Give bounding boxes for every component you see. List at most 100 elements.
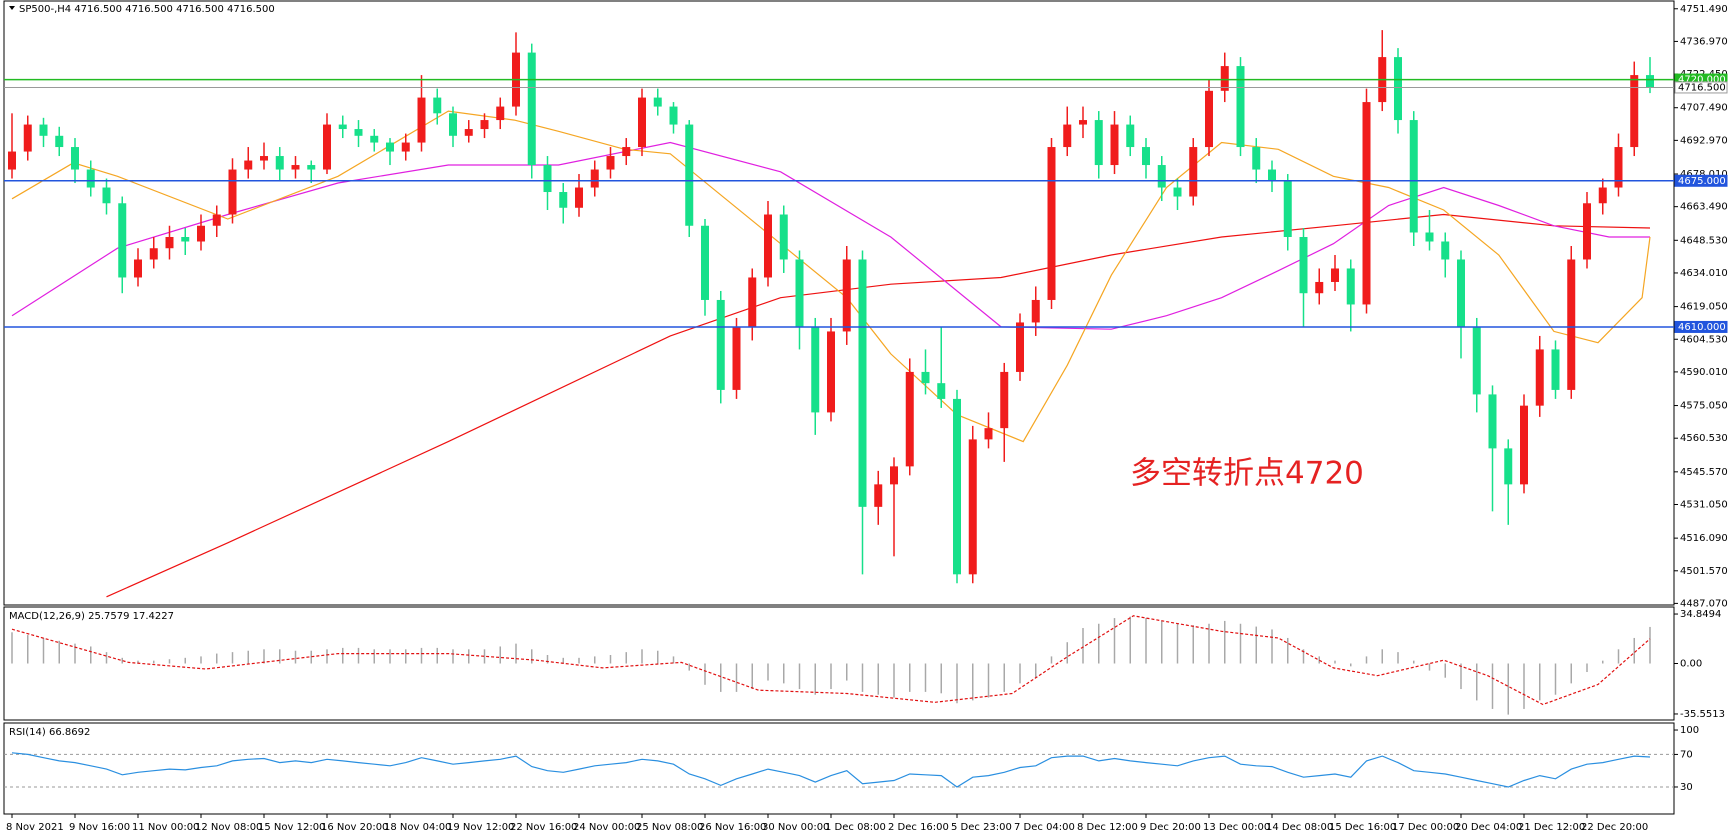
x-tick-label: 21 Dec 12:00 bbox=[1518, 822, 1585, 833]
candle-body bbox=[1205, 90, 1213, 148]
macd-title: MACD(12,26,9) 25.7579 17.4227 bbox=[9, 611, 174, 622]
y-tick-label: 34.8494 bbox=[1680, 609, 1721, 620]
candle-body bbox=[543, 165, 552, 193]
rsi-line bbox=[11, 752, 1651, 788]
candle-body bbox=[1126, 124, 1135, 148]
candle-body bbox=[890, 466, 898, 485]
x-tick-label: 9 Dec 20:00 bbox=[1140, 822, 1201, 833]
candle-body bbox=[496, 106, 505, 121]
candle-body bbox=[181, 236, 190, 242]
candle-body bbox=[1457, 259, 1465, 327]
y-tick-label: 4692.970 bbox=[1680, 135, 1728, 146]
y-tick-label: 4516.090 bbox=[1680, 533, 1728, 544]
level-label: 4720.000 bbox=[1678, 75, 1726, 86]
candle-body bbox=[228, 169, 237, 215]
candle-body bbox=[858, 259, 867, 507]
y-tick-label: 0.00 bbox=[1680, 659, 1702, 670]
candle-body bbox=[1000, 371, 1009, 429]
candle-body bbox=[1094, 120, 1103, 166]
candle-body bbox=[1441, 241, 1450, 260]
candle-body bbox=[39, 124, 48, 136]
x-tick-label: 19 Nov 12:00 bbox=[447, 822, 514, 833]
candle-body bbox=[575, 187, 583, 208]
x-tick-label: 15 Nov 12:00 bbox=[258, 822, 325, 833]
x-tick-label: 17 Dec 00:00 bbox=[1392, 822, 1459, 833]
candle-body bbox=[827, 331, 835, 413]
y-tick-label: 4678.010 bbox=[1680, 169, 1728, 180]
candle-body bbox=[1488, 394, 1497, 449]
candle-body bbox=[338, 124, 347, 130]
main-panel bbox=[3, 0, 1675, 606]
candle-body bbox=[1535, 349, 1544, 406]
candle-body bbox=[86, 169, 95, 188]
x-tick-label: 5 Dec 23:00 bbox=[951, 822, 1012, 833]
candle-body bbox=[401, 142, 410, 152]
candle-body bbox=[1268, 169, 1276, 181]
level-label: 4675.000 bbox=[1678, 176, 1726, 187]
symbol-menu[interactable] bbox=[9, 6, 15, 10]
candle-body bbox=[354, 129, 363, 136]
candle-body bbox=[1409, 120, 1418, 233]
candle-body bbox=[71, 147, 79, 170]
candle-body bbox=[1142, 147, 1150, 166]
candle-body bbox=[1346, 268, 1355, 305]
candle-body bbox=[449, 113, 457, 136]
x-tick-label: 1 Dec 08:00 bbox=[825, 822, 886, 833]
x-tick-label: 2 Dec 16:00 bbox=[888, 822, 949, 833]
candle-body bbox=[1567, 259, 1576, 390]
level-label: 4716.500 bbox=[1678, 82, 1726, 93]
candle-body bbox=[212, 214, 221, 226]
candle-body bbox=[764, 214, 772, 278]
x-tick-label: 22 Dec 20:00 bbox=[1581, 822, 1648, 833]
candle-body bbox=[118, 203, 127, 278]
candle-body bbox=[1646, 75, 1654, 88]
candle-body bbox=[1031, 299, 1040, 323]
candle-body bbox=[8, 151, 16, 170]
candle-body bbox=[1189, 147, 1198, 197]
candle-body bbox=[811, 326, 820, 413]
candle-body bbox=[685, 124, 694, 226]
candle-body bbox=[527, 52, 536, 166]
candle-body bbox=[1551, 349, 1560, 390]
y-tick-label: 4501.570 bbox=[1680, 566, 1728, 577]
candle-body bbox=[480, 120, 489, 130]
level-box bbox=[1674, 174, 1728, 187]
candle-body bbox=[795, 259, 804, 327]
candle-body bbox=[716, 299, 725, 390]
x-tick-label: 30 Nov 00:00 bbox=[762, 822, 829, 833]
y-tick-label: 4560.530 bbox=[1680, 433, 1728, 444]
candle-body bbox=[1236, 66, 1245, 148]
x-tick-label: 26 Nov 16:00 bbox=[699, 822, 766, 833]
candle-body bbox=[984, 428, 993, 440]
candle-body bbox=[275, 156, 284, 170]
y-tick-label: 4531.050 bbox=[1680, 499, 1728, 510]
x-tick-label: 25 Nov 08:00 bbox=[636, 822, 703, 833]
y-tick-label: 4751.490 bbox=[1680, 4, 1728, 15]
candle-body bbox=[590, 169, 599, 188]
candle-body bbox=[701, 225, 709, 300]
y-tick-label: 4707.490 bbox=[1680, 103, 1728, 114]
candle-body bbox=[1157, 165, 1166, 188]
candle-body bbox=[323, 124, 331, 170]
x-tick-label: 13 Dec 00:00 bbox=[1203, 822, 1270, 833]
candle-body bbox=[1504, 448, 1513, 485]
candle-body bbox=[1063, 124, 1072, 148]
candle-body bbox=[559, 192, 568, 208]
candle-body bbox=[732, 326, 741, 390]
candle-body bbox=[1299, 236, 1308, 294]
candle-body bbox=[1598, 187, 1607, 204]
candle-body bbox=[1047, 147, 1056, 300]
x-tick-label: 8 Nov 2021 bbox=[6, 822, 64, 833]
y-tick-label: 4619.050 bbox=[1680, 302, 1728, 313]
candle-body bbox=[606, 156, 615, 170]
candle-body bbox=[417, 97, 426, 143]
candle-body bbox=[1583, 203, 1591, 260]
x-tick-label: 12 Nov 08:00 bbox=[195, 822, 262, 833]
candle-body bbox=[622, 147, 631, 157]
candle-body bbox=[23, 124, 32, 152]
candle-body bbox=[1472, 326, 1481, 395]
candle-body bbox=[102, 187, 111, 204]
candle-body bbox=[905, 371, 914, 467]
moving-average bbox=[106, 213, 1651, 598]
moving-average bbox=[11, 141, 1650, 330]
